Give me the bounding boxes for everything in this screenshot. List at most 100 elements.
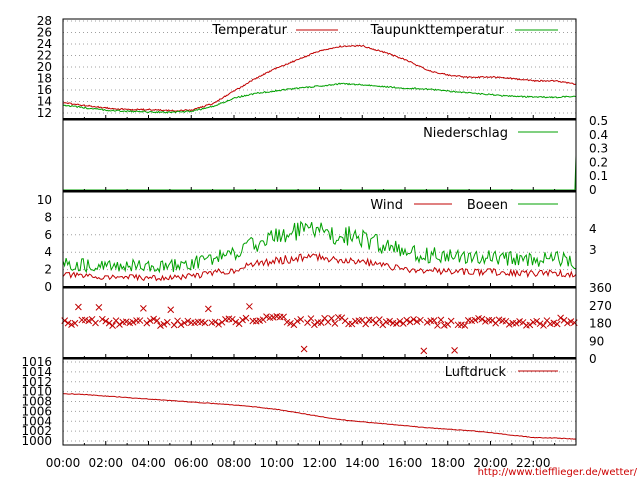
x-tick-label: 16:00 xyxy=(388,456,423,470)
wind-y-tick-label: 0 xyxy=(44,280,52,294)
legend-label-wind: Wind xyxy=(370,198,403,213)
precipitation-line xyxy=(63,155,577,191)
direction-marker xyxy=(140,305,147,312)
direction-marker xyxy=(157,322,164,329)
temp-y-tick-label: 14 xyxy=(37,95,52,109)
x-tick-label: 10:00 xyxy=(259,456,294,470)
precip-y-tick-label: 0.2 xyxy=(589,155,608,169)
direction-marker xyxy=(246,303,253,310)
direction-marker xyxy=(297,316,305,323)
precip-y-tick-label: 0 xyxy=(589,183,597,197)
wind-y-tick-label: 2 xyxy=(44,263,52,277)
direction-marker xyxy=(143,319,151,327)
direction-marker xyxy=(362,320,370,328)
series-layer xyxy=(61,44,578,440)
gust-line xyxy=(62,220,577,274)
pressure-y-tick-label: 1012 xyxy=(21,375,52,389)
x-tick-label: 18:00 xyxy=(430,456,465,470)
pressure-y-tick-label: 1010 xyxy=(21,385,52,399)
direction-marker xyxy=(68,321,75,328)
direction-marker xyxy=(564,319,571,327)
frame-layer xyxy=(62,18,577,446)
direction-marker xyxy=(85,317,93,325)
direction-marker xyxy=(331,320,339,327)
direction-marker xyxy=(184,317,192,325)
wind-y-tick-label: 4 xyxy=(44,245,52,259)
direction-marker xyxy=(92,319,99,327)
direction-marker xyxy=(536,320,544,328)
direction-marker xyxy=(146,317,154,325)
pressure-y-tick-label: 1016 xyxy=(21,355,52,369)
direction-marker xyxy=(75,303,82,311)
direction-marker xyxy=(215,320,222,328)
direction-marker xyxy=(153,317,161,324)
temp-y-tick-label: 24 xyxy=(37,37,52,51)
direction-marker xyxy=(167,306,175,314)
pressure-line xyxy=(62,393,577,440)
temp-y-tick-label: 16 xyxy=(37,83,52,97)
pressure-y-tick-label: 1014 xyxy=(21,365,52,379)
wind-beaufort-label: 4 xyxy=(589,222,597,236)
direction-marker xyxy=(287,319,294,327)
x-tick-label: 04:00 xyxy=(131,456,166,470)
direction-marker xyxy=(533,317,541,325)
precip-y-tick-label: 0.4 xyxy=(589,128,608,142)
direction-y-tick-label: 180 xyxy=(589,317,612,331)
direction-marker xyxy=(317,319,325,327)
direction-marker xyxy=(201,319,209,327)
pressure-y-tick-label: 1002 xyxy=(21,424,52,438)
direction-marker xyxy=(393,320,400,328)
direction-marker xyxy=(150,315,157,323)
x-tick-label: 02:00 xyxy=(88,456,123,470)
direction-marker xyxy=(204,305,212,313)
direction-marker xyxy=(136,317,144,324)
direction-marker xyxy=(406,318,414,326)
direction-marker xyxy=(170,321,178,329)
temp-y-tick-label: 22 xyxy=(37,49,52,63)
direction-y-tick-label: 0 xyxy=(589,352,597,366)
direction-marker xyxy=(116,321,123,328)
direction-marker xyxy=(478,315,486,323)
direction-marker xyxy=(328,315,335,322)
x-tick-label: 12:00 xyxy=(302,456,337,470)
direction-marker xyxy=(177,321,185,329)
temp-y-tick-label: 12 xyxy=(37,106,52,120)
direction-marker xyxy=(102,317,110,325)
x-tick-label: 08:00 xyxy=(217,456,252,470)
pressure-y-tick-label: 1004 xyxy=(21,414,52,428)
direction-marker xyxy=(423,319,431,326)
direction-marker xyxy=(105,319,113,327)
legend-label-precipitation: Niederschlag xyxy=(423,126,508,141)
direction-marker xyxy=(181,319,188,327)
x-tick-label: 14:00 xyxy=(345,456,380,470)
pressure-y-tick-label: 1006 xyxy=(21,404,52,418)
legend-label-dewpoint: Taupunkttemperatur xyxy=(370,23,505,38)
direction-marker xyxy=(471,316,479,324)
precip-y-tick-label: 0.1 xyxy=(589,169,608,183)
direction-marker xyxy=(526,321,534,329)
temp-y-tick-label: 20 xyxy=(37,60,52,74)
direction-marker xyxy=(434,322,441,329)
direction-marker xyxy=(512,319,520,327)
direction-marker xyxy=(417,316,424,324)
dewpoint-line xyxy=(62,82,577,114)
direction-marker xyxy=(451,347,458,354)
legend-label-pressure: Luftdruck xyxy=(445,365,507,380)
direction-marker xyxy=(403,316,411,324)
direction-marker xyxy=(280,313,287,321)
direction-marker xyxy=(163,318,171,326)
direction-marker xyxy=(386,317,393,325)
direction-marker xyxy=(375,316,383,323)
pressure-y-tick-label: 1008 xyxy=(21,395,52,409)
direction-y-tick-label: 270 xyxy=(589,299,612,313)
direction-marker xyxy=(160,320,168,328)
credit-link[interactable]: http://www.tiefflieger.de/wetter/ xyxy=(478,467,638,478)
wind-y-tick-label: 10 xyxy=(37,193,52,207)
direction-marker xyxy=(557,314,564,322)
direction-marker xyxy=(232,318,240,326)
direction-marker xyxy=(454,321,462,329)
direction-y-tick-label: 90 xyxy=(589,334,604,348)
direction-marker xyxy=(242,314,250,322)
direction-marker xyxy=(95,304,103,311)
